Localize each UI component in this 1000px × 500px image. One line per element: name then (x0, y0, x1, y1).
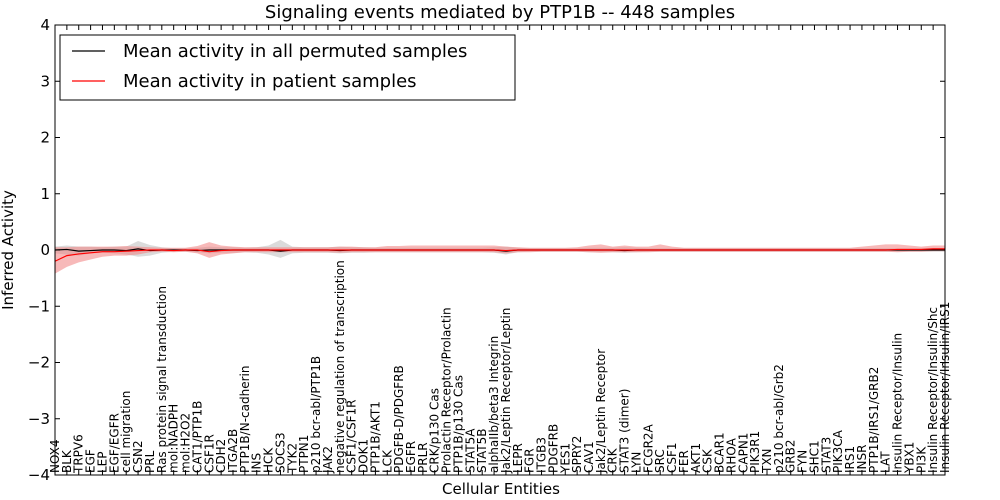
y-tick-label: 4 (40, 16, 50, 34)
x-tick-label: FER (677, 450, 691, 473)
x-tick-label: CRK (606, 447, 620, 473)
x-tick-label: FYN (796, 450, 810, 473)
x-tick-label: alphaIIb/beta3 Integrin (487, 336, 501, 473)
x-tick-label: mol:NADPH (167, 404, 181, 473)
line-patient (54, 248, 945, 262)
x-tick-label: INS (250, 453, 264, 473)
legend-label-permuted: Mean activity in all permuted samples (123, 41, 467, 62)
x-tick-label: CSN2 (131, 440, 145, 473)
y-tick-label: 3 (40, 72, 50, 90)
y-tick-label: −4 (28, 466, 50, 484)
x-tick-label: cell migration (119, 391, 133, 473)
x-tick-label: PRLR (416, 442, 430, 473)
x-tick-label: PRL (143, 450, 157, 473)
x-tick-label: YES1 (558, 443, 572, 474)
x-tick-label: JAK2 (321, 446, 335, 474)
x-tick-label: PIK3R1 (748, 431, 762, 473)
x-tick-label: STAT5A (463, 428, 477, 473)
x-tick-label: SRC (653, 449, 667, 473)
x-tick-label: PI3K (914, 446, 928, 473)
x-tick-label: CRK/p130 Cas (428, 388, 442, 473)
x-tick-label: SPRY2 (570, 436, 584, 473)
x-tick-label: negative regulation of transcription (333, 260, 347, 473)
x-tick-label: Insulin Receptor/Insulin (891, 333, 905, 473)
y-axis-label: Inferred Activity (0, 190, 17, 310)
legend: Mean activity in all permuted samples Me… (59, 34, 516, 101)
x-tick-label: DOK1 (357, 439, 371, 473)
x-tick-label: TYK2 (285, 443, 299, 474)
x-tick-label: PDGFRB (546, 424, 560, 473)
x-tick-label: Jak2/Leptin Receptor (594, 349, 608, 474)
x-tick-label: CSK (701, 448, 715, 473)
x-tick-label: STAT5B (475, 429, 489, 474)
x-tick-label: CAT1/PTP1B (190, 401, 204, 473)
x-tick-label: GRB2 (784, 439, 798, 473)
x-tick-label: CSF1 (665, 442, 679, 473)
y-tick-label: 1 (40, 185, 50, 203)
x-tick-label: LEP (95, 451, 109, 473)
x-tick-label: CAPN1 (736, 433, 750, 473)
x-tick-label: EGFR (404, 441, 418, 473)
x-tick-label: EGF (84, 449, 98, 473)
x-tick-label: PTP1B/p130 Cas (451, 375, 465, 473)
y-tick-label: −2 (28, 354, 50, 372)
x-tick-label: YBX1 (902, 442, 916, 474)
x-tick-label: PTP1B/N-cadherin (238, 366, 252, 473)
x-tick-label: mol:H2O2 (179, 413, 193, 473)
x-tick-label: PDGFB-D/PDGFRB (392, 365, 406, 473)
x-tick-label: Ras protein signal transduction (155, 286, 169, 473)
x-tick-label: BCAR1 (713, 432, 727, 473)
x-tick-label: Jak2/Leptin Receptor/Leptin (499, 308, 513, 474)
x-tick-label: p210 bcr-abl/PTP1B (309, 356, 323, 473)
x-tick-label: LYN (629, 452, 643, 473)
x-tick-label: LCK (380, 449, 394, 473)
x-tick-label: STAT3 (819, 437, 833, 473)
x-tick-label: Prolactin Receptor/Prolactin (440, 307, 454, 473)
x-tick-label: INSR (855, 445, 869, 473)
x-tick-label: RHOA (724, 437, 738, 473)
x-tick-label: CAV1 (582, 441, 596, 473)
x-tick-label: SOCS3 (273, 432, 287, 473)
x-tick-label: AKT1 (689, 443, 703, 473)
x-tick-label: ITGA2B (226, 429, 240, 473)
y-tick-label: −1 (28, 297, 50, 315)
x-tick-label: Insulin Receptor/Insulin/IRS1 (938, 302, 952, 473)
x-tick-label: TRPV6 (72, 434, 86, 474)
x-tick-label: p210 bcr-abl/Grb2 (772, 364, 786, 473)
plot-area: −4 −3 −2 −1 0 1 2 3 4 NOX4BLKTRPV6EGFLEPEGF/EGFRc… (28, 16, 952, 484)
y-tick-label: 2 (40, 129, 50, 147)
x-tick-label: Insulin Receptor/Insulin/Shc (926, 307, 940, 473)
chart-title: Signaling events mediated by PTP1B -- 44… (265, 2, 735, 23)
x-tick-label: CSF1R (202, 434, 216, 473)
x-tick-label: FCGR2A (641, 423, 655, 473)
x-tick-label: CSF1/CSF1R (345, 400, 359, 473)
x-tick-label: PTPN1 (297, 435, 311, 473)
x-tick-label: TXN (760, 448, 774, 474)
legend-box (59, 34, 516, 101)
x-tick-label: ITGB3 (535, 437, 549, 473)
y-tick-label: −3 (28, 410, 50, 428)
y-tick-label: 0 (40, 241, 50, 259)
x-tick-label: SHC1 (807, 440, 821, 473)
x-tick-label: NOX4 (48, 439, 62, 473)
x-tick-label: IRS1 (843, 446, 857, 473)
legend-label-patient: Mean activity in patient samples (123, 71, 417, 92)
x-tick-label: LEPR (511, 443, 525, 473)
band-patient (55, 242, 945, 274)
x-tick-label: PTP1B/AKT1 (368, 401, 382, 473)
x-tick-label: STAT3 (dimer) (618, 389, 632, 473)
x-tick-label: BLK (60, 449, 74, 473)
x-axis-label: Cellular Entities (442, 480, 560, 498)
x-tick-label: PIK3CA (831, 429, 845, 473)
x-tick-label: FGR (523, 448, 537, 473)
x-tick-label: EGF/EGFR (107, 413, 121, 473)
x-tick-label: LAT (879, 451, 893, 473)
x-tick-label: HCK (262, 447, 276, 473)
x-tick-label: CDH2 (214, 439, 228, 473)
x-tick-label: PTP1B/IRS1/GRB2 (867, 367, 881, 473)
